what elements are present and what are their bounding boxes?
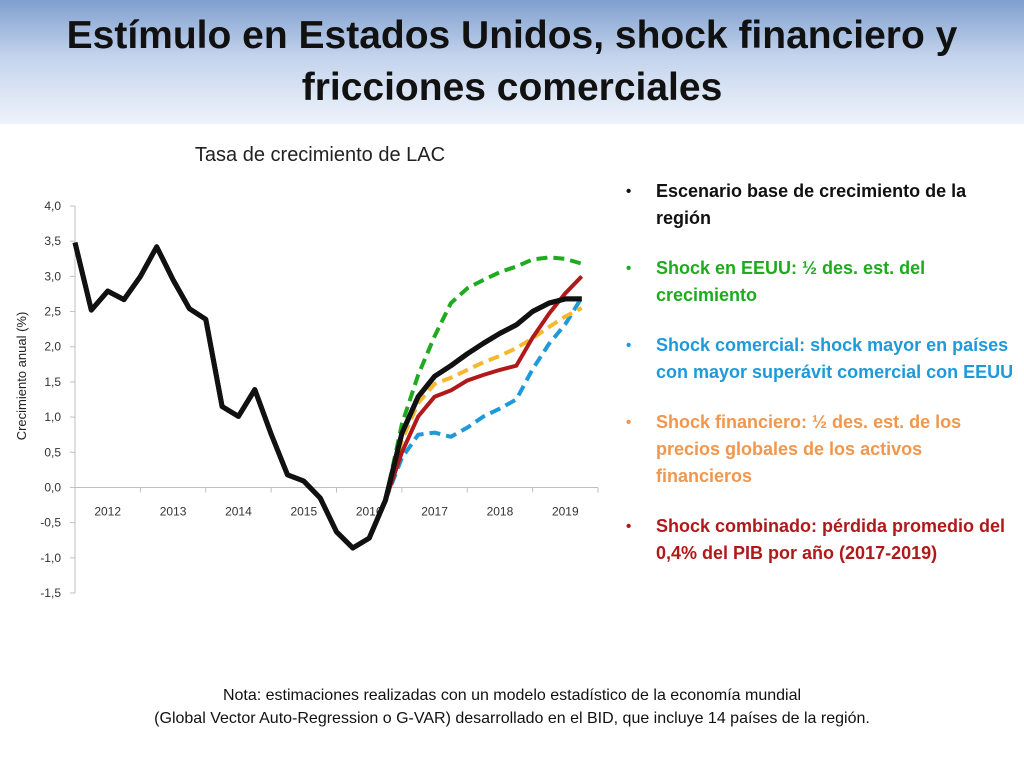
x-tick-label: 2015 bbox=[290, 504, 317, 518]
legend-text: Shock comercial: shock mayor en países c… bbox=[656, 335, 1014, 382]
series-line-4 bbox=[383, 275, 584, 501]
y-tick-label: 4,0 bbox=[44, 199, 61, 213]
y-tick-label: -0,5 bbox=[40, 516, 61, 530]
x-tick-label: 2014 bbox=[225, 504, 252, 518]
bullet-icon: • bbox=[626, 414, 632, 431]
footnote-line-1: Nota: estimaciones realizadas con un mod… bbox=[222, 687, 802, 704]
chart-series bbox=[72, 242, 584, 551]
footnote-line-2: (Global Vector Auto-Regression o G-VAR) … bbox=[154, 710, 870, 727]
legend-item-2: • Shock comercial: shock mayor en países … bbox=[622, 332, 1014, 386]
y-tick-label: 0,5 bbox=[44, 445, 61, 459]
footnote: Nota: estimaciones realizadas con un mod… bbox=[40, 684, 984, 730]
growth-line-chart: Crecimiento anual (%) 4,0 3,5 3,0 2,5 2,0 1,5… bbox=[14, 199, 599, 600]
title-banner bbox=[0, 0, 1024, 124]
series-line-baseline-top bbox=[72, 242, 582, 551]
series-line-1 bbox=[383, 255, 583, 501]
bullet-icon: • bbox=[626, 518, 632, 535]
series-line-0 bbox=[72, 242, 582, 551]
y-tick-label: -1,5 bbox=[40, 586, 61, 600]
series-line-2 bbox=[383, 296, 584, 501]
y-axis-label: Crecimiento anual (%) bbox=[14, 312, 29, 441]
y-tick-label: 3,0 bbox=[44, 269, 61, 283]
legend-item-4: • Shock combinado: pérdida promedio del 0… bbox=[622, 513, 1014, 567]
scenario-legend: • Escenario base de crecimiento de la reg… bbox=[622, 178, 1014, 590]
bullet-icon: • bbox=[626, 337, 632, 354]
y-tick-label: 2,5 bbox=[44, 305, 61, 319]
y-tick-label: 2,0 bbox=[44, 340, 61, 354]
x-tick-label: 2018 bbox=[487, 504, 514, 518]
legend-text: Escenario base de crecimiento de la regi… bbox=[656, 181, 967, 228]
bullet-icon: • bbox=[626, 260, 632, 277]
legend-item-0: • Escenario base de crecimiento de la reg… bbox=[622, 178, 1014, 232]
slide-title: Estímulo en Estados Unidos, shock financ… bbox=[66, 14, 958, 109]
x-tick-label: 2019 bbox=[552, 504, 579, 518]
x-tick-label: 2016 bbox=[356, 504, 383, 518]
y-tick-label: 1,0 bbox=[44, 410, 61, 424]
bullet-icon: • bbox=[626, 183, 632, 200]
y-tick-label: 3,5 bbox=[44, 234, 61, 248]
chart-axes: 4,0 3,5 3,0 2,5 2,0 1,5 1,0 0,5 0,0 -0,5 -1,0 -1,5 2… bbox=[40, 199, 599, 600]
y-tick-label: -1,0 bbox=[40, 551, 61, 565]
x-tick-label: 2012 bbox=[94, 504, 121, 518]
legend-text: Shock financiero: ½ des. est. de los pre… bbox=[656, 412, 962, 486]
y-tick-label: 1,5 bbox=[44, 375, 61, 389]
chart-title: Tasa de crecimiento de LAC bbox=[194, 144, 446, 166]
x-tick-label: 2013 bbox=[160, 504, 187, 518]
series-line-3 bbox=[383, 306, 583, 501]
legend-item-3: • Shock financiero: ½ des. est. de los pr… bbox=[622, 409, 1014, 490]
y-tick-label: 0,0 bbox=[44, 480, 61, 494]
legend-text: Shock en EEUU: ½ des. est. del crecimien… bbox=[656, 258, 926, 305]
x-tick-label: 2017 bbox=[421, 504, 448, 518]
legend-item-1: • Shock en EEUU: ½ des. est. del crecimie… bbox=[622, 255, 1014, 309]
legend-text: Shock combinado: pérdida promedio del 0,… bbox=[656, 516, 1006, 563]
